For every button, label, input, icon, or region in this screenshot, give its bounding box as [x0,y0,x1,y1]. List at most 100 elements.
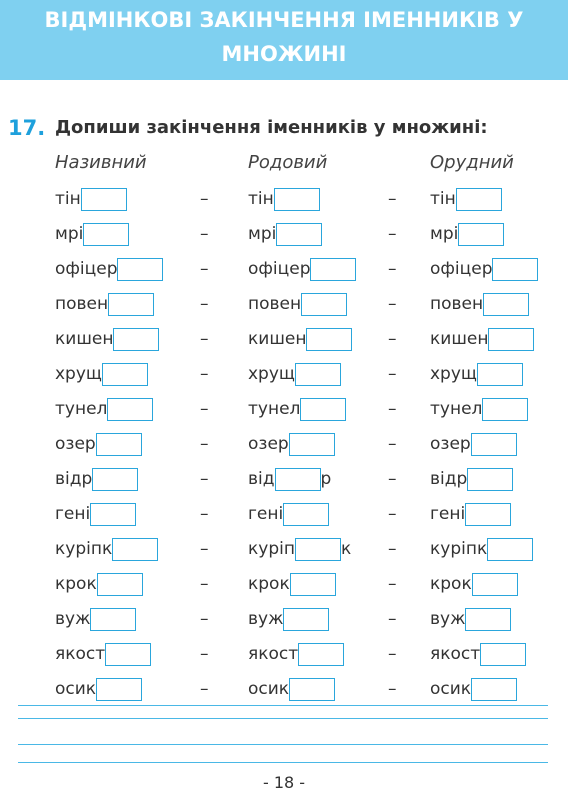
writing-line [18,744,548,745]
word-cell: озер [55,431,142,457]
dash: – [200,679,209,699]
word-cell: хрущ [248,361,341,387]
answer-box [310,257,357,281]
word-stem: офіцер [248,259,311,279]
column-header: Називний [55,152,147,173]
answer-box [289,572,336,596]
writing-line [18,718,548,719]
word-cell: крок [55,571,143,597]
answer-box [492,257,539,281]
word-stem: крок [430,574,472,594]
word-cell: озер [248,431,335,457]
word-cell: куріпк [430,536,534,562]
header-title: МНОЖИНІ [221,42,347,66]
word-cell: тунел [55,396,154,422]
word-stem: якост [248,644,299,664]
dash: – [200,539,209,559]
answer-box [289,677,336,701]
word-stem: озер [55,434,96,454]
word-stem: тунел [430,399,483,419]
header-band [0,0,568,80]
answer-box [298,642,345,666]
answer-box [470,432,517,456]
answer-box [458,222,505,246]
word-cell: тін [55,186,127,212]
dash: – [388,574,397,594]
column-header: Орудний [430,152,514,173]
instruction: Допиши закінчення іменників у множині: [55,117,488,138]
dash: – [388,434,397,454]
word-cell: тунел [430,396,529,422]
dash: – [388,539,397,559]
word-stem: вуж [430,609,466,629]
word-cell: тін [248,186,320,212]
dash: – [200,644,209,664]
dash: – [200,469,209,489]
dash: – [200,294,209,314]
word-stem: куріпк [55,539,113,559]
word-stem: від [248,469,275,489]
answer-box [274,467,321,491]
word-cell: осик [248,676,336,702]
word-cell: осик [55,676,143,702]
word-cell: офіцер [248,256,357,282]
dash: – [388,469,397,489]
word-cell: озер [430,431,517,457]
word-cell: кишен [248,326,353,352]
dash: – [388,189,397,209]
word-stem: відр [55,469,93,489]
dash: – [388,609,397,629]
dash: – [200,434,209,454]
word-cell: офіцер [55,256,164,282]
answer-box [294,537,341,561]
answer-box [90,607,137,631]
answer-box [471,572,518,596]
dash: – [388,364,397,384]
answer-box [487,537,534,561]
answer-box [96,677,143,701]
exercise-number: 17. [8,116,46,140]
word-stem: відр [430,469,468,489]
dash: – [200,504,209,524]
word-stem: кишен [55,329,114,349]
dash: – [388,259,397,279]
dash: – [388,644,397,664]
word-stem: гені [430,504,466,524]
word-cell: тін [430,186,502,212]
word-stem: осик [55,679,97,699]
word-stem: вуж [248,609,284,629]
word-cell: крок [248,571,336,597]
writing-line [18,705,548,706]
answer-box [465,502,512,526]
word-stem: осик [430,679,472,699]
column-header: Родовий [248,152,328,173]
word-stem: тін [430,189,456,209]
answer-box [273,187,320,211]
dash: – [200,609,209,629]
dash: – [388,679,397,699]
word-stem: вуж [55,609,91,629]
answer-box [90,502,137,526]
word-cell: гені [430,501,512,527]
answer-box [83,222,130,246]
word-stem: тін [248,189,274,209]
answer-box [306,327,353,351]
word-cell: крок [430,571,518,597]
word-cell: вуж [430,606,512,632]
word-cell: відр [430,466,514,492]
word-cell: якост [248,641,345,667]
word-cell: вуж [55,606,137,632]
word-stem: мрі [55,224,84,244]
answer-box [80,187,127,211]
word-cell: мрі [248,221,323,247]
word-stem: якост [55,644,106,664]
word-cell: повен [430,291,530,317]
answer-box [105,642,152,666]
word-cell: гені [55,501,137,527]
answer-box [96,572,143,596]
word-cell: повен [248,291,348,317]
word-cell: кишен [55,326,160,352]
